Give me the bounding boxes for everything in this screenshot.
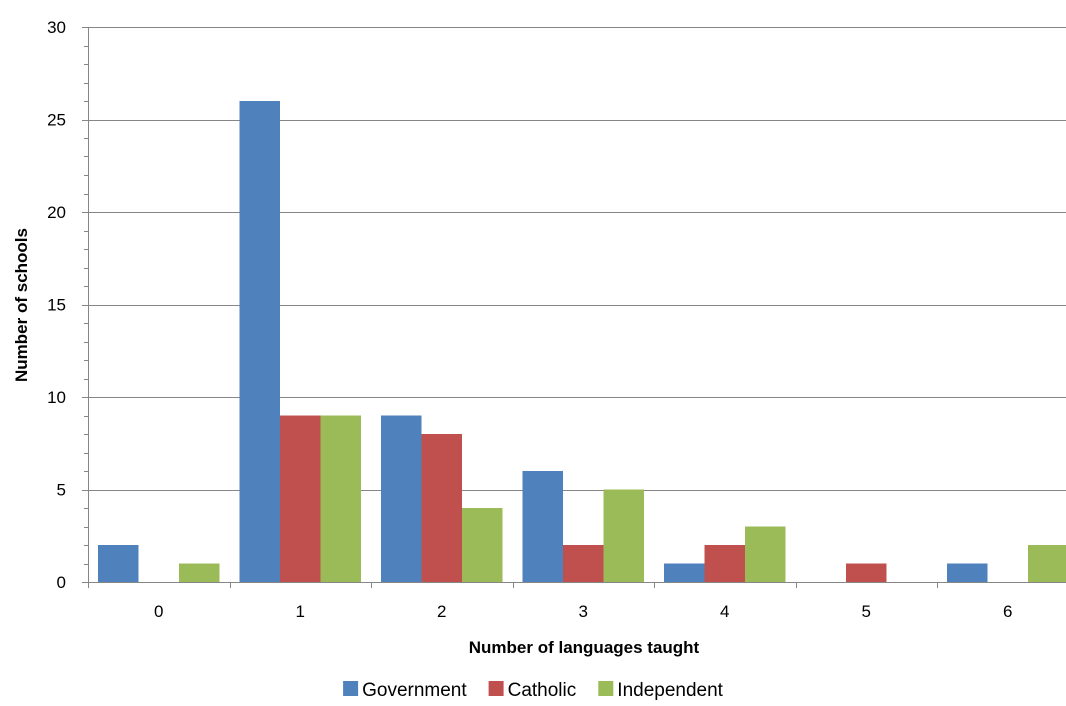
x-axis-title: Number of languages taught [469, 638, 700, 657]
bars [98, 101, 1066, 582]
legend: Government Catholic Independent [343, 680, 724, 701]
x-tick-label: 4 [720, 602, 729, 621]
x-tick-label: 3 [579, 602, 588, 621]
bar-independent-3 [603, 489, 644, 582]
legend-swatch-independent [598, 681, 614, 696]
y-tick-label: 10 [47, 388, 66, 407]
bar-catholic-1 [280, 415, 321, 582]
x-tick-label: 1 [296, 602, 305, 621]
bar-catholic-4 [704, 545, 745, 582]
axes [82, 27, 1066, 588]
bar-government-0 [98, 545, 139, 582]
bar-catholic-3 [563, 545, 604, 582]
bar-government-6 [947, 563, 988, 582]
gridlines [88, 27, 1066, 491]
x-tick-label: 5 [862, 602, 871, 621]
bar-government-2 [381, 415, 422, 582]
y-tick-label: 0 [57, 573, 66, 592]
bar-government-4 [664, 563, 705, 582]
y-tick-label: 20 [47, 203, 66, 222]
bar-independent-0 [179, 563, 220, 582]
legend-label-catholic: Catholic [508, 680, 577, 701]
x-tick-label: 6 [1003, 602, 1012, 621]
y-tick-label: 30 [47, 18, 66, 37]
bar-government-3 [522, 471, 563, 582]
y-tick-label: 15 [47, 296, 66, 315]
bar-catholic-2 [421, 434, 462, 582]
bar-government-1 [239, 101, 280, 582]
bar-independent-6 [1028, 545, 1066, 582]
legend-label-independent: Independent [617, 680, 723, 701]
legend-swatch-catholic [488, 681, 504, 696]
legend-swatch-government [343, 681, 359, 696]
bar-catholic-5 [846, 563, 887, 582]
y-axis-title: Number of schools [12, 228, 31, 382]
x-tick-label: 0 [154, 602, 163, 621]
x-tick-label: 2 [437, 602, 446, 621]
legend-label-government: Government [362, 680, 467, 701]
tick-labels: 0 5 10 15 20 25 30 0 1 2 3 4 5 6 [47, 18, 1012, 621]
bar-independent-2 [462, 508, 503, 582]
y-tick-label: 25 [47, 111, 66, 130]
bar-independent-1 [320, 415, 361, 582]
bar-independent-4 [745, 526, 786, 582]
y-tick-label: 5 [57, 481, 66, 500]
